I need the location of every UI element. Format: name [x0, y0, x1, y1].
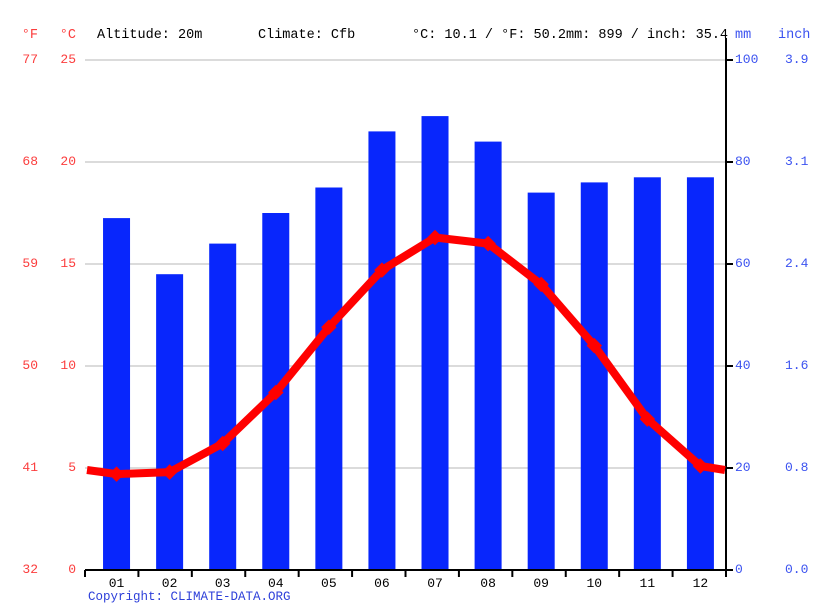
y-tick-inch: 3.1 [785, 154, 809, 169]
x-tick-month: 12 [692, 576, 709, 591]
precip-bar [527, 192, 555, 570]
y-tick-fahrenheit: 41 [22, 460, 38, 475]
y-tick-celsius: 10 [60, 358, 76, 373]
y-tick-fahrenheit: 77 [22, 52, 38, 67]
precip-bar [315, 187, 343, 570]
precip-bar [368, 131, 396, 570]
x-tick-month: 05 [321, 576, 337, 591]
precip-bar [580, 182, 608, 570]
y-axis-right [725, 38, 733, 571]
precipitation-summary: mm: 899 / inch: 35.4 [566, 28, 729, 43]
precip-bar [421, 116, 449, 570]
y-tick-fahrenheit: 68 [22, 154, 38, 169]
x-tick-month: 04 [267, 576, 284, 591]
x-tick-month: 09 [533, 576, 549, 591]
x-tick-month: 08 [480, 576, 496, 591]
y-tick-inch: 0.0 [785, 562, 809, 577]
copyright-line: Copyright: CLIMATE-DATA.ORG [88, 589, 291, 605]
y-tick-celsius: 0 [68, 562, 76, 577]
y-tick-fahrenheit: 50 [22, 358, 38, 373]
temperature-point-marker [427, 229, 443, 246]
y-tick-mm: 40 [735, 358, 751, 373]
temperature-polyline [86, 233, 726, 479]
y-tick-inch: 0.8 [785, 460, 809, 475]
x-tick-month: 03 [214, 576, 231, 591]
y-tick-celsius: 20 [60, 154, 76, 169]
precip-bar [156, 274, 184, 570]
climate-data-link[interactable]: CLIMATE-DATA.ORG [170, 590, 291, 604]
temperature-summary: °C: 10.1 / °F: 50.2 [412, 28, 566, 43]
x-tick-month: 10 [586, 576, 603, 591]
y-tick-fahrenheit: 59 [22, 256, 38, 271]
precip-bar [686, 177, 714, 571]
y-tick-celsius: 15 [60, 256, 76, 271]
copyright-label: Copyright: [88, 590, 171, 604]
y-tick-mm: 60 [735, 256, 751, 271]
celsius-unit-label: °C [59, 28, 76, 43]
temperature-point-marker [161, 464, 178, 480]
y-tick-celsius: 5 [68, 460, 76, 475]
temperature-point-marker [214, 435, 231, 452]
y-tick-mm: 20 [735, 460, 751, 475]
x-axis [84, 569, 727, 577]
inch-unit-label: inch [778, 28, 811, 43]
x-tick-month: 07 [427, 576, 443, 591]
precip-bar [209, 243, 237, 570]
y-tick-mm: 0 [735, 562, 743, 577]
precip-bar [103, 218, 131, 570]
grid-lines [85, 59, 726, 469]
y-tick-mm: 100 [735, 52, 759, 67]
y-tick-mm: 80 [735, 154, 751, 169]
y-tick-inch: 3.9 [785, 52, 809, 67]
precip-bar [474, 141, 502, 570]
x-tick-month: 06 [374, 576, 390, 591]
y-tick-inch: 1.6 [785, 358, 809, 373]
mm-unit-label: mm [735, 28, 752, 43]
precip-bar [633, 177, 661, 571]
x-tick-month: 01 [108, 576, 125, 591]
precip-bars [103, 116, 714, 571]
x-tick-month: 02 [161, 576, 178, 591]
altitude-label: Altitude: 20m [97, 28, 203, 43]
x-tick-month: 11 [639, 576, 656, 591]
temperature-point-marker [480, 235, 496, 252]
y-tick-inch: 2.4 [785, 256, 809, 271]
y-tick-fahrenheit: 32 [22, 562, 38, 577]
climate-class-label: Climate: Cfb [258, 28, 356, 43]
fahrenheit-unit-label: °F [21, 28, 38, 43]
y-tick-celsius: 25 [60, 52, 76, 67]
